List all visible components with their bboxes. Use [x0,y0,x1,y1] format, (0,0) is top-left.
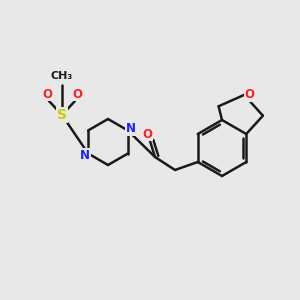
Text: N: N [80,149,90,162]
Text: S: S [57,108,67,122]
Text: CH₃: CH₃ [51,71,73,81]
Text: O: O [72,88,82,100]
Text: O: O [142,128,152,140]
Text: N: N [126,122,136,135]
Text: O: O [42,88,52,100]
Text: O: O [244,88,254,101]
